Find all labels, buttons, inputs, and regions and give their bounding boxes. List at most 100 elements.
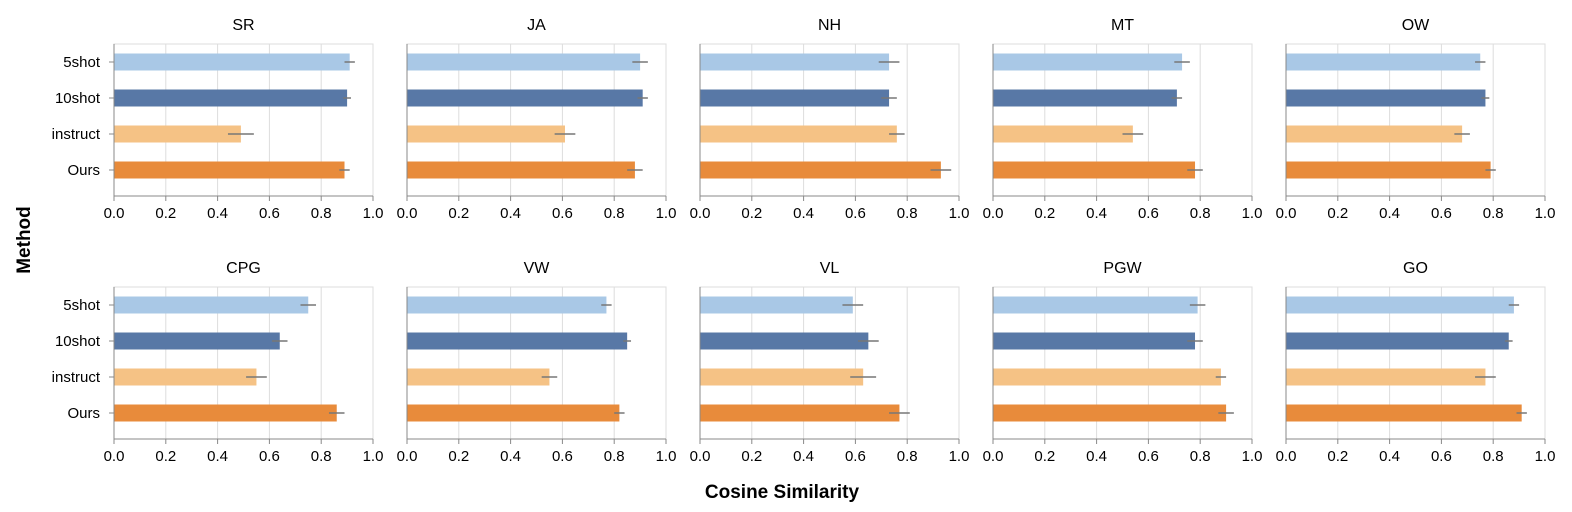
bar-ours: [1286, 404, 1522, 422]
facet-title: OW: [1402, 17, 1430, 34]
facets-group: SR 5shot 10shot instruct Ours 0.0 0.2 0.4 0.6 0.8…: [52, 17, 1556, 465]
x-tick-label: 0.0: [690, 448, 711, 465]
x-tick-label: 0.6: [259, 448, 280, 465]
bar-instruct: [114, 125, 241, 143]
bar-ours: [114, 404, 337, 422]
bar-instruct: [114, 368, 257, 386]
x-tick-label: 0.0: [397, 205, 418, 222]
bar-instruct: [993, 368, 1221, 386]
bar-10shot: [407, 332, 628, 350]
x-tick-label: 0.2: [448, 205, 469, 222]
bar-instruct: [1286, 368, 1486, 386]
x-tick-label: 1.0: [656, 205, 677, 222]
facet-title: NH: [818, 17, 841, 34]
x-tick-label: 0.8: [897, 448, 918, 465]
x-tick-label: 0.8: [1483, 448, 1504, 465]
x-tick-label: 0.0: [983, 205, 1004, 222]
x-tick-label: 0.0: [1276, 205, 1297, 222]
bar-5shot: [407, 296, 607, 314]
x-axis-title: Cosine Similarity: [705, 482, 860, 503]
bar-ours: [407, 161, 635, 179]
x-tick-label: 1.0: [363, 205, 384, 222]
facet-title: CPG: [226, 260, 261, 277]
x-tick-label: 0.0: [104, 448, 125, 465]
x-tick-label: 0.2: [155, 448, 176, 465]
facet-panel-vl: VL 0.0 0.2 0.4 0.6 0.8 1.0: [690, 260, 970, 465]
bar-10shot: [1286, 332, 1509, 350]
category-label: Ours: [67, 405, 100, 422]
bar-10shot: [114, 89, 348, 107]
bar-10shot: [407, 89, 643, 107]
x-tick-label: 0.4: [207, 448, 228, 465]
x-tick-label: 0.2: [1034, 448, 1055, 465]
x-tick-label: 0.0: [1276, 448, 1297, 465]
x-tick-label: 0.4: [793, 448, 814, 465]
x-tick-label: 0.8: [1483, 205, 1504, 222]
x-tick-label: 0.8: [311, 448, 332, 465]
x-tick-label: 0.6: [1431, 205, 1452, 222]
bar-instruct: [1286, 125, 1463, 143]
facet-panel-go: GO 0.0 0.2 0.4 0.6 0.8 1.0: [1276, 260, 1556, 465]
x-tick-label: 0.4: [1379, 448, 1400, 465]
x-tick-label: 0.6: [845, 205, 866, 222]
x-tick-label: 0.2: [1034, 205, 1055, 222]
bar-10shot: [1286, 89, 1486, 107]
y-axis-title: Method: [14, 206, 35, 274]
bar-5shot: [1286, 296, 1514, 314]
x-tick-label: 0.2: [741, 205, 762, 222]
bar-10shot: [700, 332, 869, 350]
bar-5shot: [700, 296, 853, 314]
x-tick-label: 1.0: [656, 448, 677, 465]
bar-5shot: [993, 296, 1198, 314]
x-tick-label: 0.8: [897, 205, 918, 222]
facet-title: MT: [1111, 17, 1134, 34]
x-tick-label: 1.0: [1242, 448, 1263, 465]
bar-instruct: [700, 368, 864, 386]
x-tick-label: 0.0: [983, 448, 1004, 465]
facet-panel-nh: NH 0.0 0.2 0.4 0.6 0.8 1.0: [690, 17, 970, 222]
bar-instruct: [993, 125, 1133, 143]
x-tick-label: 0.8: [1190, 448, 1211, 465]
bar-ours: [700, 404, 900, 422]
facet-panel-ow: OW 0.0 0.2 0.4 0.6 0.8 1.0: [1276, 17, 1556, 222]
bar-ours: [993, 161, 1196, 179]
x-tick-label: 0.4: [1086, 448, 1107, 465]
x-tick-label: 0.4: [500, 205, 521, 222]
x-tick-label: 0.0: [397, 448, 418, 465]
category-label: Ours: [67, 162, 100, 179]
x-tick-label: 0.0: [104, 205, 125, 222]
x-tick-label: 1.0: [949, 205, 970, 222]
facet-panel-cpg: CPG 5shot 10shot instruct Ours 0.0 0.2 0.4 0.6 0.…: [52, 260, 384, 465]
bar-ours: [1286, 161, 1491, 179]
x-tick-label: 0.6: [845, 448, 866, 465]
x-tick-label: 0.4: [793, 205, 814, 222]
bar-ours: [407, 404, 620, 422]
category-label: 5shot: [63, 297, 101, 314]
bar-10shot: [993, 89, 1177, 107]
x-tick-label: 0.6: [1431, 448, 1452, 465]
x-tick-label: 0.2: [155, 205, 176, 222]
x-tick-label: 0.2: [448, 448, 469, 465]
x-tick-label: 0.4: [1086, 205, 1107, 222]
x-tick-label: 0.8: [604, 205, 625, 222]
facet-panel-pgw: PGW 0.0 0.2 0.4 0.6 0.8 1.0: [983, 260, 1263, 465]
facet-title: JA: [527, 17, 546, 34]
x-tick-label: 0.2: [741, 448, 762, 465]
category-label: 10shot: [55, 333, 101, 350]
bar-5shot: [114, 296, 309, 314]
x-tick-label: 0.4: [207, 205, 228, 222]
x-tick-label: 0.2: [1327, 448, 1348, 465]
x-tick-label: 1.0: [363, 448, 384, 465]
x-tick-label: 0.6: [552, 205, 573, 222]
facet-title: GO: [1403, 260, 1428, 277]
x-tick-label: 1.0: [1535, 448, 1556, 465]
bar-5shot: [407, 53, 641, 71]
bar-10shot: [993, 332, 1196, 350]
x-tick-label: 0.8: [604, 448, 625, 465]
facet-panel-vw: VW 0.0 0.2 0.4 0.6 0.8 1.0: [397, 260, 677, 465]
bar-instruct: [700, 125, 897, 143]
facet-panel-sr: SR 5shot 10shot instruct Ours 0.0 0.2 0.4 0.6 0.8…: [52, 17, 384, 222]
x-tick-label: 1.0: [949, 448, 970, 465]
x-tick-label: 0.6: [1138, 448, 1159, 465]
